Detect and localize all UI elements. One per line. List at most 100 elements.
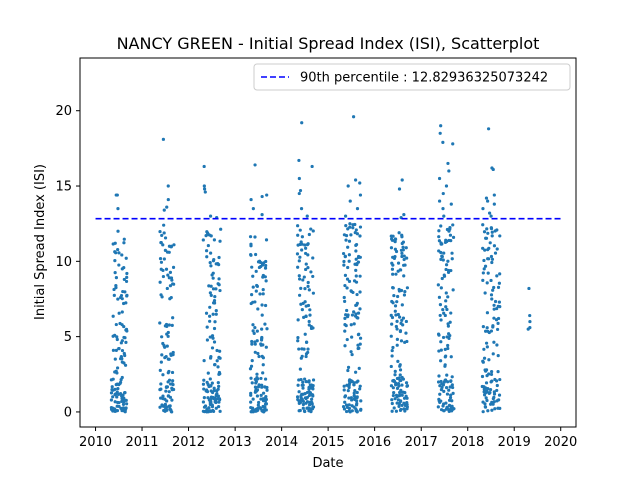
data-point [399,321,403,325]
data-point [347,279,352,283]
data-point [208,377,212,381]
data-point [447,388,451,392]
data-point [437,374,441,378]
data-point [263,275,267,279]
data-point [123,410,127,414]
data-point [485,281,489,285]
data-point [487,246,491,250]
data-point [399,268,403,272]
data-point [451,385,455,390]
data-point [343,316,347,320]
data-point [251,207,255,211]
data-point [353,222,357,227]
data-point [395,327,399,331]
data-point [442,251,446,255]
data-point [211,271,215,275]
data-point [258,292,262,296]
data-point [396,382,401,386]
data-point [359,399,363,403]
data-point [117,401,121,405]
data-point [306,406,310,410]
data-point [208,291,212,295]
data-point [217,356,221,360]
data-point [203,190,207,194]
data-point [480,374,485,379]
data-point [211,287,216,291]
data-point [439,124,443,128]
data-point [389,237,394,241]
data-point [358,307,362,311]
data-point [349,350,353,354]
data-point [307,288,311,292]
data-point [401,245,405,249]
data-point [392,293,396,298]
data-point [261,288,265,292]
data-point [492,307,496,311]
data-point [390,409,394,413]
data-point [209,389,213,393]
data-point [355,395,359,399]
data-point [123,391,127,395]
data-point [165,250,170,254]
data-point [303,332,307,336]
data-point [358,181,362,185]
data-point [400,393,404,397]
data-point [171,379,175,383]
data-point [114,322,118,327]
data-point [436,405,440,409]
data-point [257,354,261,359]
data-point [298,293,302,297]
data-point [346,227,350,231]
x-tick-label: 2016 [358,435,391,450]
data-point [301,402,305,407]
data-point [445,392,450,396]
data-point [495,228,499,232]
data-point [357,366,361,370]
data-point [125,271,129,276]
data-point [164,389,168,393]
data-point [490,370,494,374]
data-point [160,335,164,339]
data-point [394,249,399,254]
data-point [343,329,347,333]
data-point [159,260,164,264]
data-point [201,382,206,386]
data-point [265,327,269,331]
data-point [212,299,217,303]
data-point [450,383,454,387]
data-point [217,400,221,404]
data-point [349,289,353,293]
data-point [161,373,165,377]
data-point [260,194,264,199]
data-point [352,405,356,409]
data-point [354,243,358,247]
data-point [444,401,448,405]
data-point [165,286,169,291]
data-point [295,395,300,399]
data-point [497,393,502,397]
data-point [303,391,307,396]
data-point [204,311,209,315]
data-point [396,261,401,265]
data-point [401,377,405,381]
data-point [261,343,265,347]
data-point [305,395,310,400]
data-point [344,224,348,228]
data-point [263,396,268,400]
data-point [490,234,494,238]
data-point [308,313,312,317]
data-point [485,398,489,403]
data-point [341,251,346,256]
data-point [113,409,118,413]
data-point [160,233,164,238]
data-point [351,115,356,119]
data-point [166,330,170,335]
data-point [400,235,404,239]
data-point [402,293,407,297]
data-point [488,387,493,392]
data-point [115,337,119,342]
data-point [451,235,456,239]
data-point [302,275,306,279]
data-point [297,347,301,351]
data-point [444,291,448,295]
